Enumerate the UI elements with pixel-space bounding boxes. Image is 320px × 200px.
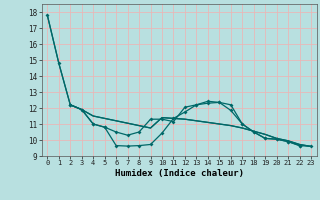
- X-axis label: Humidex (Indice chaleur): Humidex (Indice chaleur): [115, 169, 244, 178]
